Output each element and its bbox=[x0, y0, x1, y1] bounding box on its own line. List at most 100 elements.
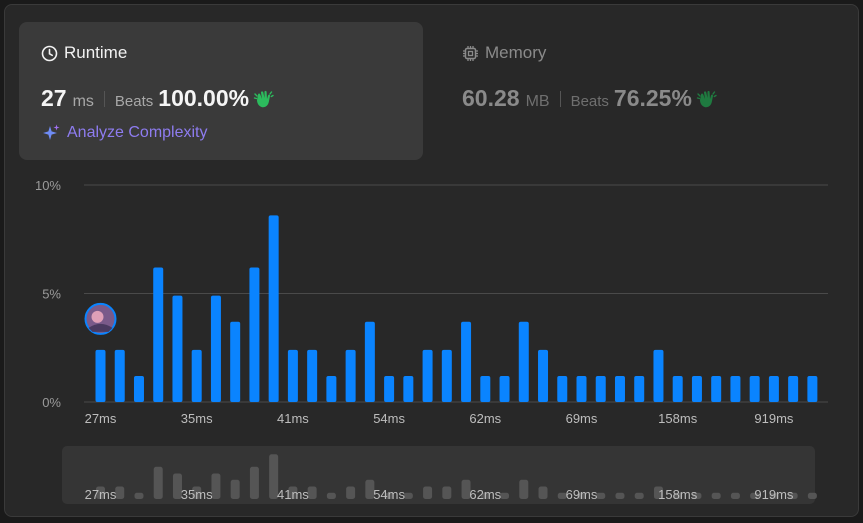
distribution-bar[interactable] bbox=[210, 295, 221, 402]
overview-bar bbox=[461, 479, 471, 499]
distribution-bar[interactable] bbox=[287, 349, 298, 402]
overview-bar bbox=[442, 486, 452, 499]
memory-value-row: 60.28 MB Beats 76.25% bbox=[462, 85, 718, 112]
distribution-bar[interactable] bbox=[307, 349, 318, 402]
distribution-bar[interactable] bbox=[172, 295, 183, 402]
clap-icon bbox=[696, 90, 717, 107]
distribution-bar[interactable] bbox=[672, 375, 683, 402]
x-tick-label: 69ms bbox=[566, 411, 598, 426]
distribution-bar[interactable] bbox=[191, 349, 202, 402]
distribution-bar[interactable] bbox=[249, 267, 260, 402]
overview-x-tick-label: 41ms bbox=[277, 487, 309, 502]
overview-bar bbox=[307, 486, 317, 499]
distribution-bar[interactable] bbox=[634, 375, 645, 402]
runtime-value-row: 27 ms Beats 100.00% bbox=[41, 85, 275, 112]
overview-bar bbox=[711, 492, 721, 499]
distribution-bar[interactable] bbox=[614, 375, 625, 402]
distribution-bar[interactable] bbox=[95, 349, 106, 402]
overview-bar bbox=[577, 492, 586, 499]
overview-bar bbox=[423, 486, 433, 499]
overview-x-tick-label: 69ms bbox=[566, 487, 598, 502]
overview-x-tick-label: 62ms bbox=[469, 487, 501, 502]
overview-bar bbox=[673, 492, 683, 499]
overview-bar bbox=[403, 492, 413, 499]
distribution-bar[interactable] bbox=[518, 321, 529, 402]
overview-bar bbox=[557, 492, 567, 499]
memory-value: 60.28 bbox=[462, 85, 520, 111]
distribution-bar[interactable] bbox=[499, 375, 510, 402]
overview-bar bbox=[480, 492, 490, 499]
avatar-face bbox=[91, 310, 104, 323]
distribution-bar[interactable] bbox=[749, 375, 760, 402]
distribution-bar[interactable] bbox=[153, 267, 164, 402]
distribution-bar[interactable] bbox=[114, 349, 125, 402]
distribution-bar[interactable] bbox=[384, 375, 395, 402]
clap-icon bbox=[253, 90, 274, 107]
x-tick-label: 919ms bbox=[754, 411, 794, 426]
overview-bar bbox=[134, 492, 144, 499]
divider bbox=[103, 90, 105, 107]
runtime-beats-percent: 100.00% bbox=[158, 85, 250, 111]
overview-bar bbox=[288, 486, 298, 499]
divider bbox=[559, 90, 561, 107]
distribution-bar[interactable] bbox=[730, 375, 741, 402]
distribution-bar[interactable] bbox=[788, 375, 799, 402]
overview-bar bbox=[596, 492, 606, 499]
distribution-bar[interactable] bbox=[480, 375, 491, 402]
distribution-bar[interactable] bbox=[576, 375, 587, 402]
memory-beats-label: Beats bbox=[570, 93, 609, 110]
overview-x-tick-label: 158ms bbox=[658, 487, 698, 502]
distribution-bar[interactable] bbox=[768, 375, 779, 402]
overview-bar bbox=[807, 492, 817, 499]
x-tick-label: 54ms bbox=[373, 411, 405, 426]
overview-bar bbox=[788, 492, 798, 499]
distribution-bar[interactable] bbox=[595, 375, 606, 402]
x-tick-label: 158ms bbox=[658, 411, 698, 426]
distribution-bar[interactable] bbox=[326, 375, 337, 402]
distribution-bar[interactable] bbox=[230, 321, 241, 402]
distribution-bar[interactable] bbox=[691, 375, 702, 402]
overview-bar bbox=[230, 479, 240, 499]
overview-bar bbox=[115, 486, 125, 499]
memory-title[interactable]: Memory bbox=[462, 43, 546, 63]
x-tick-label: 41ms bbox=[277, 411, 309, 426]
clock-icon bbox=[41, 45, 58, 61]
overview-bar bbox=[326, 492, 336, 499]
runtime-title-label: Runtime bbox=[64, 43, 128, 62]
distribution-bar[interactable] bbox=[268, 215, 279, 402]
distribution-bar[interactable] bbox=[711, 375, 722, 402]
x-tick-label: 35ms bbox=[181, 411, 213, 426]
overview-bar bbox=[153, 466, 163, 499]
overview-bar bbox=[634, 492, 644, 499]
distribution-bar[interactable] bbox=[441, 349, 452, 402]
analyze-complexity-button[interactable]: Analyze Complexity bbox=[41, 123, 208, 143]
distribution-bar[interactable] bbox=[364, 321, 375, 402]
user-avatar-marker[interactable] bbox=[84, 302, 117, 335]
y-tick-label: 10% bbox=[35, 178, 61, 193]
overview-x-tick-label: 919ms bbox=[754, 487, 794, 502]
distribution-bar[interactable] bbox=[403, 375, 414, 402]
distribution-bar[interactable] bbox=[345, 349, 356, 402]
overview-bar bbox=[769, 492, 779, 499]
overview-bar bbox=[500, 492, 510, 499]
distribution-bar[interactable] bbox=[422, 349, 433, 402]
distribution-bar[interactable] bbox=[653, 349, 664, 402]
runtime-title: Runtime bbox=[41, 43, 127, 63]
overview-bar bbox=[192, 486, 202, 499]
runtime-card[interactable]: Runtime 27 ms Beats 100.00% Analyze Comp… bbox=[19, 22, 423, 160]
distribution-bar[interactable] bbox=[807, 375, 818, 402]
overview-bar bbox=[730, 492, 740, 499]
runtime-value: 27 bbox=[41, 85, 67, 111]
overview-bar bbox=[249, 466, 259, 499]
overview-bar bbox=[365, 479, 375, 499]
overview-bar bbox=[653, 486, 663, 499]
chart-overview-scrollbar[interactable] bbox=[62, 446, 815, 504]
distribution-bar[interactable] bbox=[461, 321, 472, 402]
distribution-bar[interactable] bbox=[557, 375, 568, 402]
overview-bar bbox=[96, 486, 105, 499]
runtime-unit: ms bbox=[72, 93, 94, 110]
overview-x-tick-label: 54ms bbox=[373, 487, 405, 502]
distribution-bar[interactable] bbox=[133, 375, 144, 402]
distribution-bar[interactable] bbox=[538, 349, 549, 402]
